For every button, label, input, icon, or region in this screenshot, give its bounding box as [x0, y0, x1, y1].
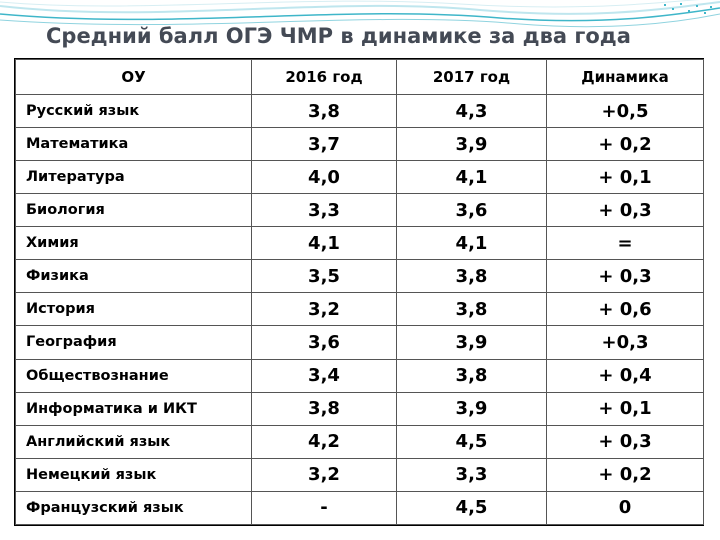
score-2016-cell: 3,4	[251, 358, 397, 393]
table-row: Французский язык - 4,5 0	[15, 490, 704, 526]
score-2016-cell: 3,2	[251, 292, 397, 327]
dynamics-cell: + 0,1	[546, 391, 704, 426]
dynamics-cell: + 0,3	[546, 193, 704, 228]
score-2016-cell: 3,2	[251, 457, 397, 492]
score-2017-cell: 4,1	[396, 226, 547, 261]
subject-cell: Биология	[15, 193, 252, 228]
table-row: Физика 3,5 3,8 + 0,3	[15, 259, 704, 294]
table-row: Математика 3,7 3,9 + 0,2	[15, 127, 704, 162]
subject-cell: Физика	[15, 259, 252, 294]
dynamics-cell: +0,5	[546, 93, 704, 129]
score-2017-cell: 4,1	[396, 160, 547, 195]
subject-cell: Русский язык	[15, 93, 252, 129]
subject-cell: Литература	[15, 160, 252, 195]
subject-cell: История	[15, 292, 252, 327]
score-2016-cell: 3,8	[251, 93, 397, 129]
score-2017-cell: 3,9	[396, 391, 547, 426]
score-2016-cell: 4,0	[251, 160, 397, 195]
header-2016: 2016 год	[251, 59, 397, 95]
scores-grid: ОУ 2016 год 2017 год Динамика Русский яз…	[15, 59, 704, 526]
table-row: Информатика и ИКТ 3,8 3,9 + 0,1	[15, 391, 704, 426]
dynamics-cell: 0	[546, 490, 704, 526]
dynamics-cell: + 0,4	[546, 358, 704, 393]
table-row: Химия 4,1 4,1 =	[15, 226, 704, 261]
score-2017-cell: 3,8	[396, 259, 547, 294]
score-2016-cell: 3,8	[251, 391, 397, 426]
header-school: ОУ	[15, 59, 252, 95]
subject-cell: География	[15, 325, 252, 360]
score-2017-cell: 4,5	[396, 424, 547, 459]
header-2017: 2017 год	[396, 59, 547, 95]
score-2017-cell: 4,3	[396, 93, 547, 129]
subject-cell: Математика	[15, 127, 252, 162]
score-2016-cell: 4,1	[251, 226, 397, 261]
score-2017-cell: 3,9	[396, 127, 547, 162]
subject-cell: Информатика и ИКТ	[15, 391, 252, 426]
score-2017-cell: 3,8	[396, 292, 547, 327]
score-2016-cell: 3,5	[251, 259, 397, 294]
score-2016-cell: 3,3	[251, 193, 397, 228]
subject-cell: Французский язык	[15, 490, 252, 526]
table-row: История 3,2 3,8 + 0,6	[15, 292, 704, 327]
subject-cell: Химия	[15, 226, 252, 261]
table-row: Биология 3,3 3,6 + 0,3	[15, 193, 704, 228]
dynamics-cell: + 0,2	[546, 127, 704, 162]
score-2017-cell: 3,3	[396, 457, 547, 492]
dynamics-cell: + 0,6	[546, 292, 704, 327]
table-row: Русский язык 3,8 4,3 +0,5	[15, 93, 704, 129]
page-title: Средний балл ОГЭ ЧМР в динамике за два г…	[46, 24, 631, 48]
score-2016-cell: -	[251, 490, 397, 526]
score-2016-cell: 3,6	[251, 325, 397, 360]
dynamics-cell: + 0,3	[546, 424, 704, 459]
table-row: Немецкий язык 3,2 3,3 + 0,2	[15, 457, 704, 492]
table-row: Английский язык 4,2 4,5 + 0,3	[15, 424, 704, 459]
dynamics-cell: =	[546, 226, 704, 261]
subject-cell: Немецкий язык	[15, 457, 252, 492]
score-2017-cell: 3,6	[396, 193, 547, 228]
subject-cell: Обществознание	[15, 358, 252, 393]
table-row: Литература 4,0 4,1 + 0,1	[15, 160, 704, 195]
dynamics-cell: + 0,2	[546, 457, 704, 492]
score-2016-cell: 4,2	[251, 424, 397, 459]
decorative-waves	[0, 0, 720, 28]
table-row: География 3,6 3,9 +0,3	[15, 325, 704, 360]
dynamics-cell: +0,3	[546, 325, 704, 360]
table-row: Обществознание 3,4 3,8 + 0,4	[15, 358, 704, 393]
scores-table: ОУ 2016 год 2017 год Динамика Русский яз…	[14, 58, 704, 526]
dynamics-cell: + 0,1	[546, 160, 704, 195]
score-2017-cell: 4,5	[396, 490, 547, 526]
score-2017-cell: 3,8	[396, 358, 547, 393]
score-2016-cell: 3,7	[251, 127, 397, 162]
subject-cell: Английский язык	[15, 424, 252, 459]
dynamics-cell: + 0,3	[546, 259, 704, 294]
header-row: ОУ 2016 год 2017 год Динамика	[15, 59, 704, 95]
header-dynamics: Динамика	[546, 59, 704, 95]
score-2017-cell: 3,9	[396, 325, 547, 360]
